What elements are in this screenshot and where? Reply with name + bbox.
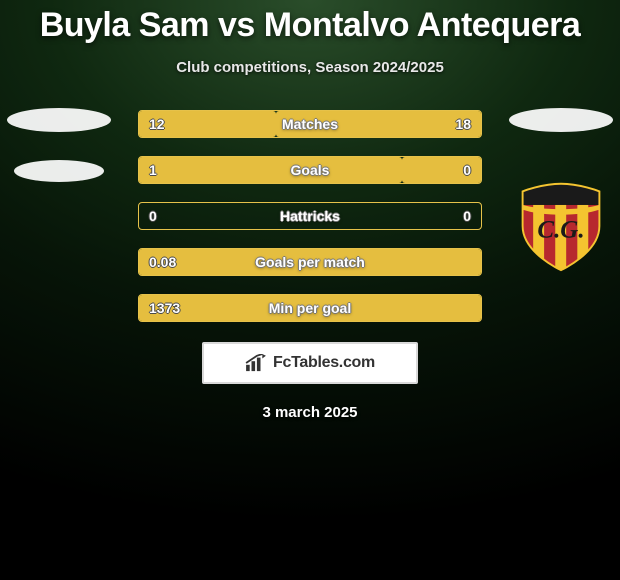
stat-rows: 12 Matches 18 1 Goals 0 0 Hattricks 0 0.08 Goals p… <box>138 110 482 322</box>
stat-row: 0.08 Goals per match <box>138 248 482 276</box>
subtitle: Club competitions, Season 2024/2025 <box>176 59 444 76</box>
team-right-badge-1 <box>509 108 613 132</box>
team-left-column <box>4 102 114 182</box>
stat-label: Min per goal <box>269 300 351 316</box>
stat-value-left: 1373 <box>139 300 190 316</box>
team-right-column: C.G. <box>506 102 616 274</box>
date-label: 3 march 2025 <box>262 404 357 421</box>
stat-value-right: 18 <box>445 116 481 132</box>
stat-fill-left <box>139 157 402 183</box>
stat-value-left: 0 <box>139 208 167 224</box>
chart-icon <box>245 354 267 372</box>
stat-label: Matches <box>282 116 338 132</box>
stat-value-right: 0 <box>453 162 481 178</box>
source-brand: FcTables.com <box>202 342 418 384</box>
stat-row: 1 Goals 0 <box>138 156 482 184</box>
stat-label: Goals per match <box>255 254 365 270</box>
stat-value-left: 1 <box>139 162 167 178</box>
team-right-crest-icon: C.G. <box>513 178 609 274</box>
stat-row: 12 Matches 18 <box>138 110 482 138</box>
team-left-badge-2 <box>14 160 104 182</box>
team-left-badge-1 <box>7 108 111 132</box>
svg-text:C.G.: C.G. <box>537 217 584 244</box>
stat-value-left: 0.08 <box>139 254 186 270</box>
stat-label: Hattricks <box>280 208 340 224</box>
page-title: Buyla Sam vs Montalvo Antequera <box>40 6 581 45</box>
stat-row: 1373 Min per goal <box>138 294 482 322</box>
stat-value-left: 12 <box>139 116 175 132</box>
stat-row: 0 Hattricks 0 <box>138 202 482 230</box>
comparison-area: C.G. 12 Matches 18 1 Goals 0 0 Hattricks 0 0.08 Go… <box>0 110 620 322</box>
stat-value-right: 0 <box>453 208 481 224</box>
brand-label: FcTables.com <box>273 354 375 372</box>
stat-label: Goals <box>291 162 330 178</box>
